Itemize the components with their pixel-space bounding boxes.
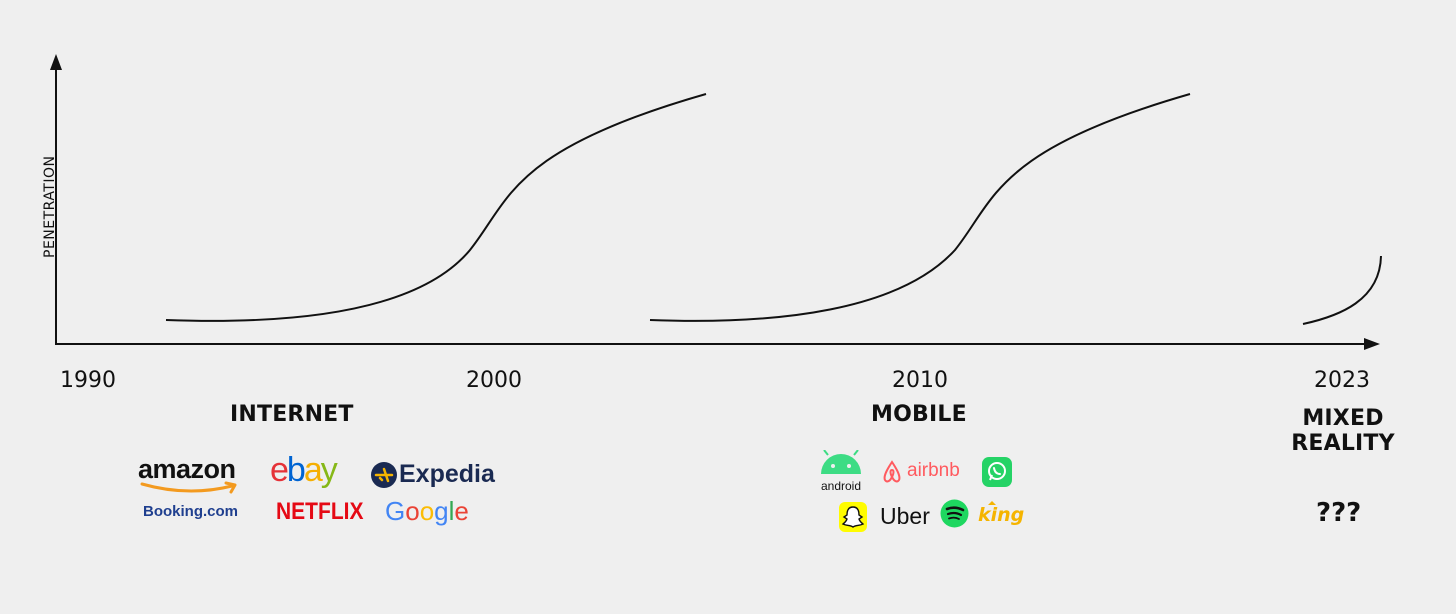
spotify-logo: [940, 499, 969, 533]
airbnb-logo: airbnb: [880, 458, 960, 484]
wordmark-letter: a: [303, 451, 323, 489]
internet-s-curve: [165, 93, 707, 322]
mixed-reality-s-curve: [1302, 255, 1382, 325]
wordmark-letter: o: [405, 496, 420, 526]
year-2000: 2000: [466, 368, 522, 393]
booking-logo: Booking.com: [143, 503, 239, 520]
whatsapp-logo: [982, 457, 1012, 492]
spotify-icon: [940, 499, 969, 528]
google-logo: Google: [385, 496, 469, 527]
android-logo: android: [818, 449, 864, 493]
year-2023: 2023: [1314, 368, 1370, 393]
year-2010: 2010: [892, 368, 948, 393]
expedia-logo: Expedia: [370, 460, 495, 489]
era-internet: INTERNET: [230, 402, 354, 427]
android-robot-icon: [821, 449, 861, 474]
mixed-reality-unknown-apps: ???: [1316, 498, 1362, 528]
netflix-logo: NETFLIX: [276, 498, 364, 525]
ebay-logo-text: ebay: [270, 451, 338, 489]
king-crown-icon: [988, 501, 996, 505]
whatsapp-icon: [982, 457, 1012, 487]
mobile-s-curve: [649, 93, 1191, 322]
amazon-smile-icon: [140, 481, 237, 494]
wordmark-letter: l: [448, 496, 455, 526]
airbnb-belo-icon: [883, 460, 901, 483]
snapchat-logo: [839, 502, 867, 537]
snapchat-icon: [839, 502, 867, 532]
wordmark-letter: y: [320, 451, 338, 489]
era-mobile: MOBILE: [871, 402, 967, 427]
expedia-plane-icon: [371, 461, 397, 488]
wordmark-letter: o: [419, 496, 435, 526]
era-mixed-reality-line-2: REALITY: [1291, 431, 1395, 456]
wordmark-letter: G: [385, 496, 406, 526]
king-logo: king: [978, 501, 1024, 534]
ebay-logo: ebay: [270, 451, 338, 489]
amazon-logo: amazon: [138, 455, 237, 494]
wordmark-letter: e: [454, 496, 469, 526]
wordmark-letter: e: [270, 451, 289, 489]
wordmark-letter: b: [286, 451, 306, 489]
y-axis-label: PENETRATION: [42, 155, 58, 258]
era-mixed-reality-line-1: MIXED: [1302, 406, 1384, 431]
era-mixed-reality: MIXED REALITY: [1290, 406, 1396, 456]
year-1990: 1990: [60, 368, 116, 393]
wordmark-letter: g: [434, 496, 449, 526]
uber-logo: Uber: [880, 503, 930, 529]
